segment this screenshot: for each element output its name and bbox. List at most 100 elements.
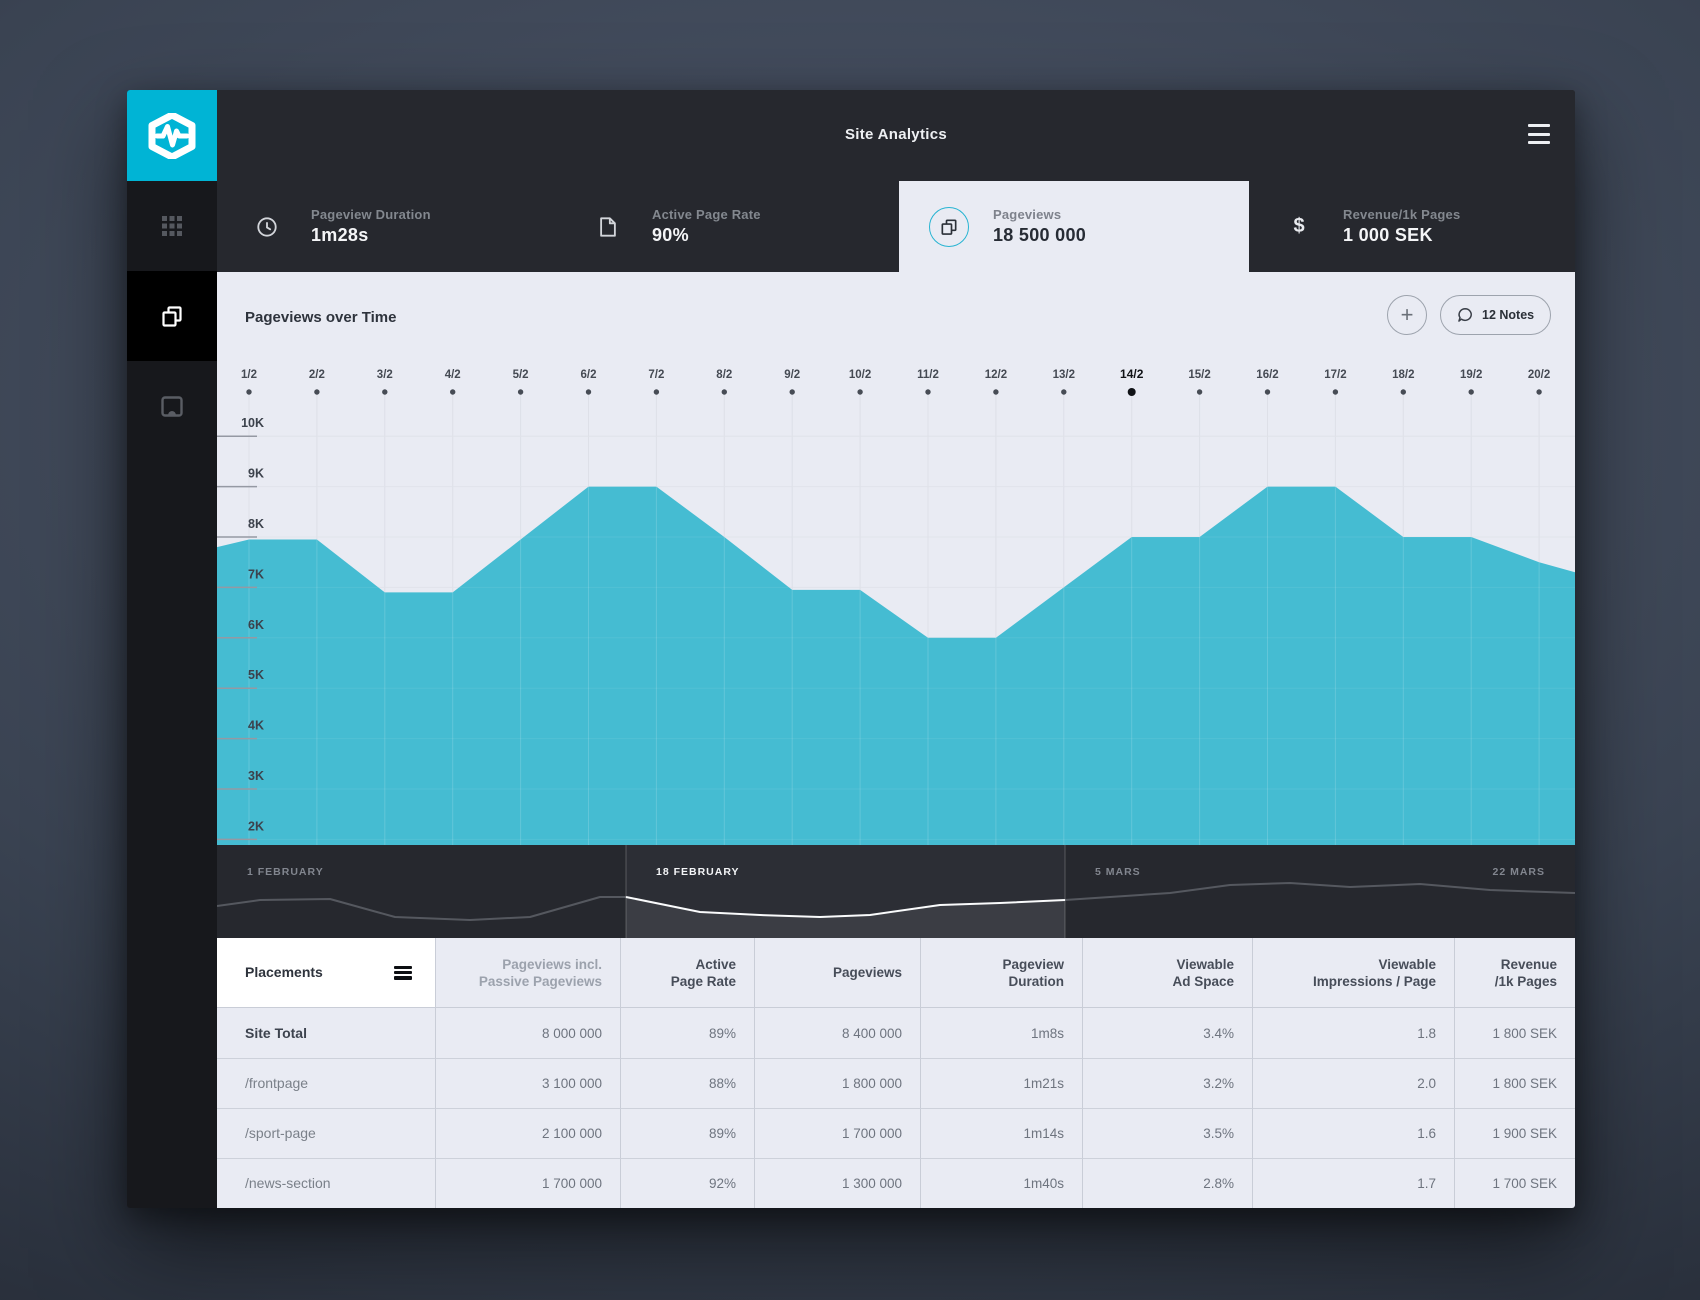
placement-name-cell[interactable]: /frontpage bbox=[217, 1058, 435, 1108]
analytics-app-window: Site Analytics Pageview Duration 1m28s bbox=[127, 90, 1575, 1208]
placements-table: Placements Pageviews incl. Passive Pagevie… bbox=[217, 938, 1575, 1208]
date-dot[interactable] bbox=[1400, 389, 1407, 395]
table-header-cell: Pageview Duration bbox=[920, 938, 1082, 1008]
page-title: Site Analytics bbox=[844, 126, 947, 143]
date-dot[interactable] bbox=[517, 389, 524, 395]
pages-icon bbox=[941, 219, 957, 235]
x-axis-label: 20/2 bbox=[1528, 369, 1550, 381]
timeline-scrubber[interactable]: 1 FEBRUARY 18 FEBRUARY 5 MARS 22 MARS bbox=[217, 845, 1575, 938]
table-value-cell: 92% bbox=[620, 1158, 754, 1208]
dollar-icon: $ bbox=[1293, 215, 1305, 237]
date-dot[interactable] bbox=[1196, 389, 1203, 395]
stat-card-revenue[interactable]: $ Revenue/1k Pages 1 000 SEK bbox=[1249, 181, 1575, 272]
placement-name-cell[interactable]: Site Total bbox=[245, 1024, 307, 1041]
date-dot[interactable] bbox=[789, 389, 795, 395]
date-dot[interactable] bbox=[653, 389, 660, 395]
selected-ring bbox=[929, 206, 969, 247]
x-axis-label: 7/2 bbox=[648, 369, 664, 381]
header-line: Viewable bbox=[1176, 956, 1234, 972]
date-dot[interactable] bbox=[246, 389, 252, 395]
plus-icon: + bbox=[1400, 302, 1414, 327]
stat-label: Pageview Duration bbox=[311, 207, 431, 222]
header-line: Passive Pageviews bbox=[478, 973, 602, 989]
x-axis-label: 4/2 bbox=[445, 369, 461, 381]
main-area: Site Analytics Pageview Duration 1m28s bbox=[217, 90, 1575, 1208]
placements-menu-icon[interactable] bbox=[394, 965, 412, 980]
scrubber-sparkline bbox=[625, 896, 1066, 918]
table-value-cell: 1.8 bbox=[1252, 1008, 1454, 1058]
placement-name-cell[interactable]: /sport-page bbox=[217, 1108, 435, 1158]
table-header-cell: Viewable Ad Space bbox=[1082, 938, 1252, 1008]
header-line: Active bbox=[695, 956, 736, 972]
table-value-cell: 1.6 bbox=[1252, 1108, 1454, 1158]
y-axis-label: 9K bbox=[248, 467, 264, 481]
table-value-cell: 8 400 000 bbox=[754, 1008, 920, 1058]
sidebar-item-pages-active[interactable] bbox=[127, 271, 217, 361]
app-logo[interactable] bbox=[127, 90, 217, 181]
date-dot[interactable] bbox=[1468, 389, 1474, 395]
notes-button[interactable]: 12 Notes bbox=[1440, 295, 1552, 335]
date-dot[interactable] bbox=[721, 389, 727, 395]
date-dot[interactable] bbox=[382, 389, 388, 395]
table-value-cell: 1 800 SEK bbox=[1454, 1058, 1575, 1108]
table-value-cell: 89% bbox=[620, 1008, 754, 1058]
date-dot[interactable] bbox=[585, 389, 592, 395]
speech-bubble-icon bbox=[1458, 308, 1472, 322]
x-axis-label: 5/2 bbox=[513, 369, 529, 381]
scrubber-date-label: 22 MARS bbox=[1492, 866, 1545, 878]
pageviews-chart-section: 10K 9K 8K 7K 6K 5K 4K 3K 2K 1/2 2/2 3/2 4/2 5/2 6/2 7/2… bbox=[217, 272, 1575, 845]
header-line: Pageviews incl. bbox=[502, 956, 602, 972]
date-dot[interactable] bbox=[857, 389, 863, 395]
pageviews-area-chart: 10K 9K 8K 7K 6K 5K 4K 3K 2K 1/2 2/2 3/2 4/2 5/2 6/2 7/2… bbox=[217, 367, 1575, 845]
date-dot[interactable] bbox=[1536, 389, 1542, 395]
table-value-cell: 1.7 bbox=[1252, 1158, 1454, 1208]
table-value-cell: 3.2% bbox=[1082, 1058, 1252, 1108]
table-value-cell: 2 100 000 bbox=[435, 1108, 620, 1158]
table-value-cell: 1 700 000 bbox=[754, 1108, 920, 1158]
stat-value: 1m28s bbox=[311, 225, 369, 245]
date-dot[interactable] bbox=[1264, 389, 1271, 395]
stat-card-pageviews-selected[interactable]: Pageviews 18 500 000 bbox=[899, 181, 1249, 272]
stat-card-active-page-rate[interactable]: Active Page Rate 90% bbox=[558, 181, 899, 272]
sidebar-item-apps[interactable] bbox=[127, 181, 217, 271]
table-row: /frontpage 3 100 000 88% 1 800 000 1m21s 3.2%… bbox=[217, 1058, 1575, 1108]
table-header-cell: Pageviews bbox=[754, 938, 920, 1008]
table-row: /sport-page 2 100 000 89% 1 700 000 1m14s 3.5… bbox=[217, 1108, 1575, 1158]
scrubber-sparkline bbox=[1064, 882, 1575, 901]
selected-date-dot[interactable] bbox=[1127, 388, 1136, 396]
pageviews-area bbox=[217, 486, 1575, 845]
header-line: /1k Pages bbox=[1494, 973, 1557, 989]
x-axis-label: 1/2 bbox=[241, 369, 257, 381]
placement-name-cell[interactable]: /news-section bbox=[217, 1158, 435, 1208]
sidebar-item-devices[interactable] bbox=[127, 361, 217, 451]
header-line: Page Rate bbox=[670, 973, 736, 989]
device-icon bbox=[161, 395, 183, 417]
date-dot[interactable] bbox=[314, 389, 320, 395]
date-dot[interactable] bbox=[925, 389, 931, 395]
date-dot[interactable] bbox=[993, 389, 999, 395]
stat-card-pageview-duration[interactable]: Pageview Duration 1m28s bbox=[217, 181, 558, 272]
hamburger-menu-icon[interactable] bbox=[1528, 124, 1550, 144]
stat-label: Pageviews bbox=[993, 207, 1062, 222]
x-axis-label: 16/2 bbox=[1256, 369, 1278, 381]
x-axis-label: 2/2 bbox=[309, 369, 325, 381]
pulse-hexagon-icon bbox=[148, 112, 196, 159]
document-icon bbox=[600, 216, 616, 237]
y-axis-label: 7K bbox=[248, 567, 264, 581]
stat-label: Active Page Rate bbox=[652, 207, 761, 222]
y-axis-label: 8K bbox=[248, 517, 264, 531]
scrubber-date-label: 1 FEBRUARY bbox=[247, 866, 324, 878]
table-header-cell: Pageviews incl. Passive Pageviews bbox=[435, 938, 620, 1008]
date-dot[interactable] bbox=[1061, 389, 1067, 395]
table-value-cell: 1m14s bbox=[920, 1108, 1082, 1158]
date-dot[interactable] bbox=[1332, 389, 1339, 395]
scrubber-sparkline bbox=[217, 896, 626, 921]
table-value-cell: 89% bbox=[620, 1108, 754, 1158]
table-header-cell: Revenue/1k Pages bbox=[1454, 938, 1575, 1008]
table-value-cell: 1 700 SEK bbox=[1454, 1158, 1575, 1208]
sidebar bbox=[127, 90, 217, 1208]
y-axis-label: 3K bbox=[248, 769, 264, 783]
add-note-button[interactable]: + bbox=[1387, 295, 1427, 335]
x-axis-label: 19/2 bbox=[1460, 369, 1482, 381]
date-dot[interactable] bbox=[450, 389, 456, 395]
